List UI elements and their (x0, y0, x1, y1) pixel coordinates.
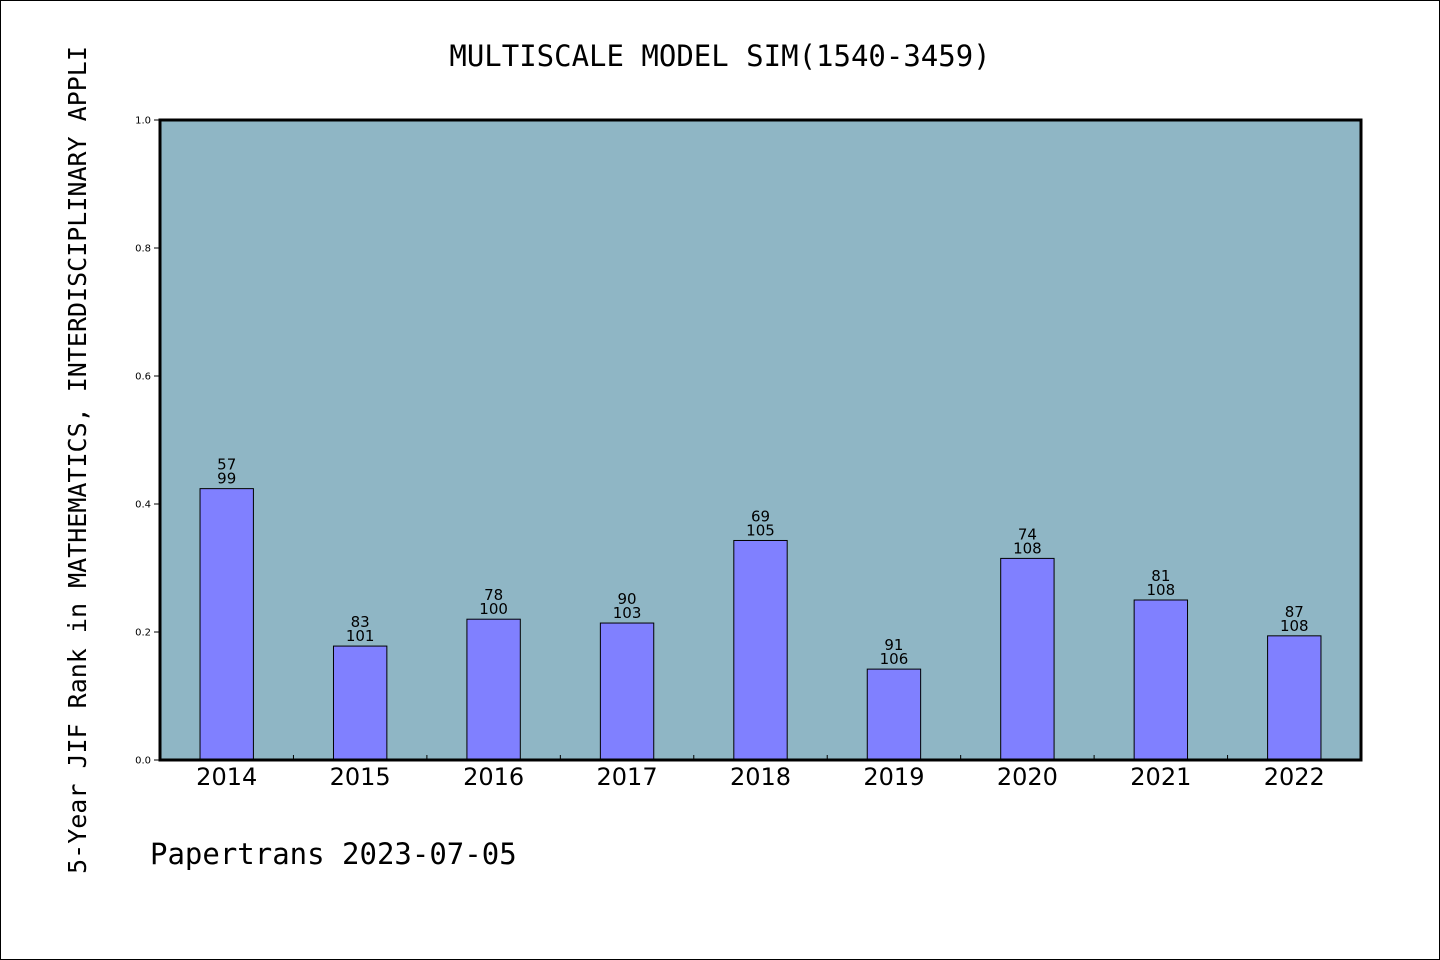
x-axis: 2014 2015 2016 2017 2018 2019 2020 2021 2022 (196, 755, 1325, 791)
data-label-rank: 78 (484, 586, 503, 604)
y-tick-label: 0.0 (135, 756, 151, 767)
data-label-total: 101 (346, 627, 375, 645)
bar-2016 (466, 618, 521, 761)
x-tick-label: 2019 (863, 763, 924, 791)
bar-2021 (1133, 599, 1189, 761)
data-label-total: 108 (1280, 617, 1309, 635)
bar-2022 (1267, 635, 1322, 761)
x-tick-label: 2015 (330, 763, 391, 791)
data-label-total: 99 (217, 470, 236, 488)
bar-2019 (866, 668, 922, 761)
plot-border (158, 118, 1363, 762)
y-tick-label: 0.2 (135, 628, 151, 639)
y-axis: 0.0 0.2 0.4 0.6 0.8 1.0 (135, 116, 160, 767)
data-label-rank: 57 (217, 456, 236, 474)
data-label-total: 105 (746, 521, 775, 539)
y-tick-label: 0.6 (135, 372, 151, 383)
data-label-rank: 91 (884, 636, 903, 654)
data-label-rank: 74 (1018, 525, 1037, 543)
bar-2017 (599, 622, 655, 761)
data-label-total: 108 (1147, 581, 1176, 599)
footer-credit: Papertrans 2023-07-05 (150, 837, 517, 871)
data-labels: 5799831017810090103691059110674108811088… (217, 456, 1308, 668)
data-label-total: 106 (880, 650, 909, 668)
data-label-rank: 90 (618, 590, 637, 608)
x-tick-label: 2014 (196, 763, 257, 791)
x-tick-label: 2020 (997, 763, 1058, 791)
data-label-total: 108 (1013, 539, 1042, 557)
bar-2020 (1000, 557, 1055, 761)
y-axis-label: 5-Year JIF Rank in MATHEMATICS, INTERDIS… (63, 46, 92, 874)
bar-2014 (199, 488, 254, 761)
bar-2018 (733, 539, 788, 761)
x-tick-label: 2018 (730, 763, 791, 791)
data-label-rank: 69 (751, 507, 770, 525)
bars (199, 488, 1322, 761)
chart-title: MULTISCALE MODEL SIM(1540-3459) (449, 39, 990, 73)
data-label-rank: 87 (1285, 603, 1304, 621)
data-label-total: 103 (613, 604, 642, 622)
x-tick-label: 2016 (463, 763, 524, 791)
data-label-total: 100 (479, 600, 508, 618)
y-tick-label: 1.0 (135, 116, 151, 127)
bar-2015 (332, 645, 388, 761)
x-tick-label: 2021 (1130, 763, 1191, 791)
y-tick-label: 0.8 (135, 244, 151, 255)
data-label-rank: 83 (351, 613, 370, 631)
x-tick-label: 2017 (597, 763, 658, 791)
y-tick-label: 0.4 (135, 500, 151, 511)
data-label-rank: 81 (1151, 567, 1170, 585)
x-tick-label: 2022 (1264, 763, 1325, 791)
